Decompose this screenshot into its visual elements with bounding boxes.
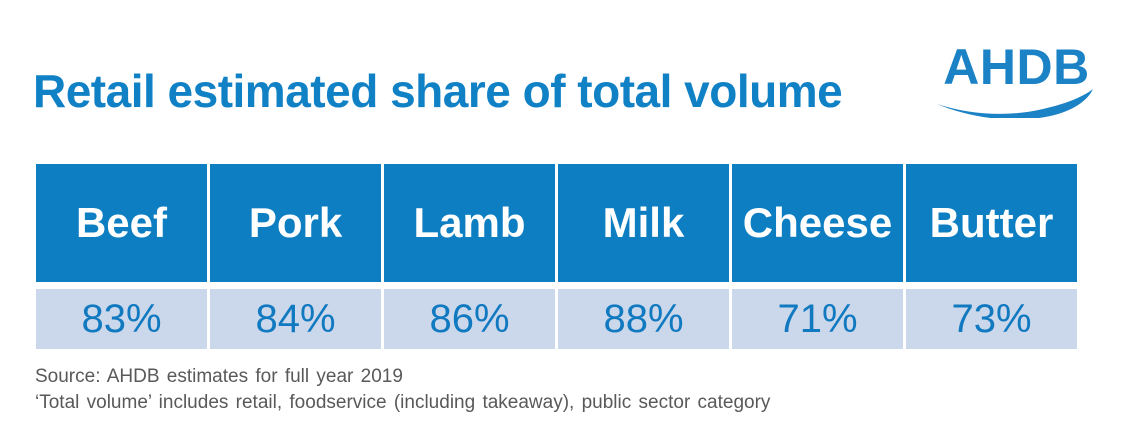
value-cell-lamb: 86% <box>384 289 555 349</box>
value-cell-milk: 88% <box>558 289 729 349</box>
header-cell-butter: Butter <box>906 164 1077 282</box>
header-cell-milk: Milk <box>558 164 729 282</box>
header-cell-cheese: Cheese <box>732 164 903 282</box>
logo-wave-icon <box>937 89 1093 118</box>
value-cell-beef: 83% <box>36 289 207 349</box>
source-text: Source: AHDB estimates for full year 201… <box>35 366 403 387</box>
value-cell-cheese: 71% <box>732 289 903 349</box>
header-cell-pork: Pork <box>210 164 381 282</box>
header-cell-lamb: Lamb <box>384 164 555 282</box>
retail-share-table: Beef Pork Lamb Milk Cheese Butter 83% 84… <box>33 161 1080 352</box>
note-text: ‘Total volume’ includes retail, foodserv… <box>35 391 771 413</box>
footer-notes: Source: AHDB estimates for full year 201… <box>35 364 770 415</box>
value-cell-pork: 84% <box>210 289 381 349</box>
header-cell-beef: Beef <box>36 164 207 282</box>
value-cell-butter: 73% <box>906 289 1077 349</box>
ahdb-logo: AHDB <box>908 23 1125 142</box>
page-title: Retail estimated share of total volume <box>33 65 843 117</box>
ahdb-logo-text: AHDB <box>943 39 1090 95</box>
